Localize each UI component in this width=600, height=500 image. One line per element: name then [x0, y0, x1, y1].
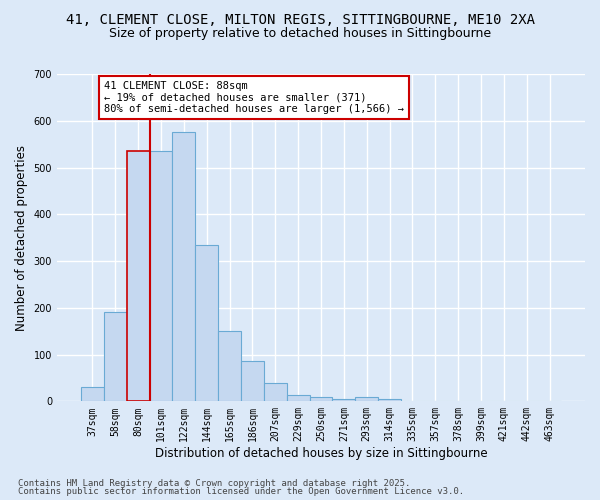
- Bar: [241, 360, 264, 402]
- Bar: [378, 399, 401, 402]
- Bar: [264, 382, 287, 402]
- Bar: [172, 132, 195, 402]
- Bar: [195, 244, 218, 402]
- Bar: [355, 396, 378, 402]
- Text: Contains HM Land Registry data © Crown copyright and database right 2025.: Contains HM Land Registry data © Crown c…: [18, 478, 410, 488]
- Bar: [218, 331, 241, 402]
- Text: Contains public sector information licensed under the Open Government Licence v3: Contains public sector information licen…: [18, 487, 464, 496]
- Text: 41, CLEMENT CLOSE, MILTON REGIS, SITTINGBOURNE, ME10 2XA: 41, CLEMENT CLOSE, MILTON REGIS, SITTING…: [65, 12, 535, 26]
- Text: 41 CLEMENT CLOSE: 88sqm
← 19% of detached houses are smaller (371)
80% of semi-d: 41 CLEMENT CLOSE: 88sqm ← 19% of detache…: [104, 81, 404, 114]
- Bar: [149, 151, 172, 402]
- Y-axis label: Number of detached properties: Number of detached properties: [15, 144, 28, 330]
- Bar: [81, 388, 104, 402]
- Bar: [332, 399, 355, 402]
- X-axis label: Distribution of detached houses by size in Sittingbourne: Distribution of detached houses by size …: [155, 447, 487, 460]
- Bar: [127, 151, 149, 402]
- Bar: [310, 396, 332, 402]
- Bar: [104, 312, 127, 402]
- Text: Size of property relative to detached houses in Sittingbourne: Size of property relative to detached ho…: [109, 28, 491, 40]
- Bar: [287, 396, 310, 402]
